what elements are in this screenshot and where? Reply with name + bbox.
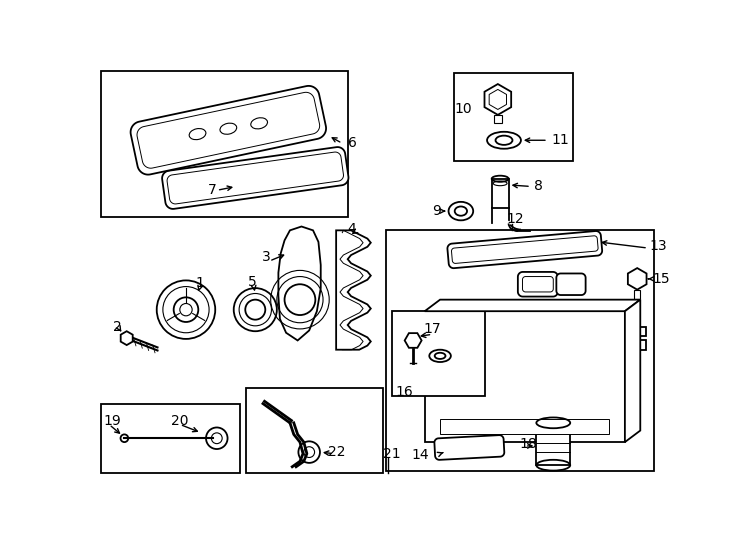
Text: 20: 20: [170, 414, 188, 428]
Text: 17: 17: [423, 322, 441, 336]
Text: 18: 18: [520, 437, 537, 451]
Text: 7: 7: [208, 183, 217, 197]
Bar: [101, 403, 240, 473]
Polygon shape: [625, 300, 640, 442]
Bar: [492, 179, 509, 208]
Bar: [454, 72, 573, 161]
Polygon shape: [162, 147, 349, 209]
Text: 6: 6: [348, 136, 357, 150]
Polygon shape: [131, 86, 326, 174]
Polygon shape: [278, 226, 321, 340]
Text: 19: 19: [103, 414, 121, 428]
Bar: [393, 311, 484, 396]
Text: 9: 9: [432, 204, 441, 218]
Text: 1: 1: [195, 276, 204, 289]
Polygon shape: [120, 331, 133, 345]
Polygon shape: [137, 92, 320, 168]
Bar: [386, 231, 654, 471]
Bar: [246, 388, 383, 473]
Text: 8: 8: [534, 179, 543, 193]
Bar: [634, 289, 640, 299]
Polygon shape: [518, 272, 558, 296]
Text: 22: 22: [328, 445, 346, 459]
Polygon shape: [489, 90, 506, 110]
Text: 3: 3: [261, 251, 270, 264]
Polygon shape: [404, 333, 421, 348]
Polygon shape: [523, 276, 553, 292]
Bar: [537, 423, 570, 465]
Polygon shape: [448, 231, 602, 268]
Bar: [101, 71, 348, 217]
Polygon shape: [451, 236, 598, 264]
Text: 10: 10: [454, 103, 471, 117]
Polygon shape: [425, 300, 640, 311]
Polygon shape: [484, 84, 511, 115]
Text: 2: 2: [113, 320, 122, 334]
Polygon shape: [167, 152, 344, 204]
Text: 15: 15: [653, 272, 670, 286]
Text: 12: 12: [506, 212, 524, 226]
Text: 13: 13: [650, 239, 667, 253]
Polygon shape: [435, 435, 504, 460]
Bar: [494, 115, 501, 123]
Polygon shape: [336, 231, 371, 350]
Polygon shape: [425, 311, 625, 442]
Bar: [633, 327, 647, 336]
Bar: [633, 340, 647, 350]
Polygon shape: [556, 273, 586, 295]
Text: 16: 16: [396, 385, 413, 399]
Text: 5: 5: [247, 275, 256, 289]
Text: 14: 14: [412, 448, 429, 462]
Text: 11: 11: [552, 133, 570, 147]
Bar: [440, 419, 609, 434]
Text: 21: 21: [383, 447, 401, 461]
Polygon shape: [628, 268, 647, 289]
Text: 4: 4: [348, 222, 357, 236]
